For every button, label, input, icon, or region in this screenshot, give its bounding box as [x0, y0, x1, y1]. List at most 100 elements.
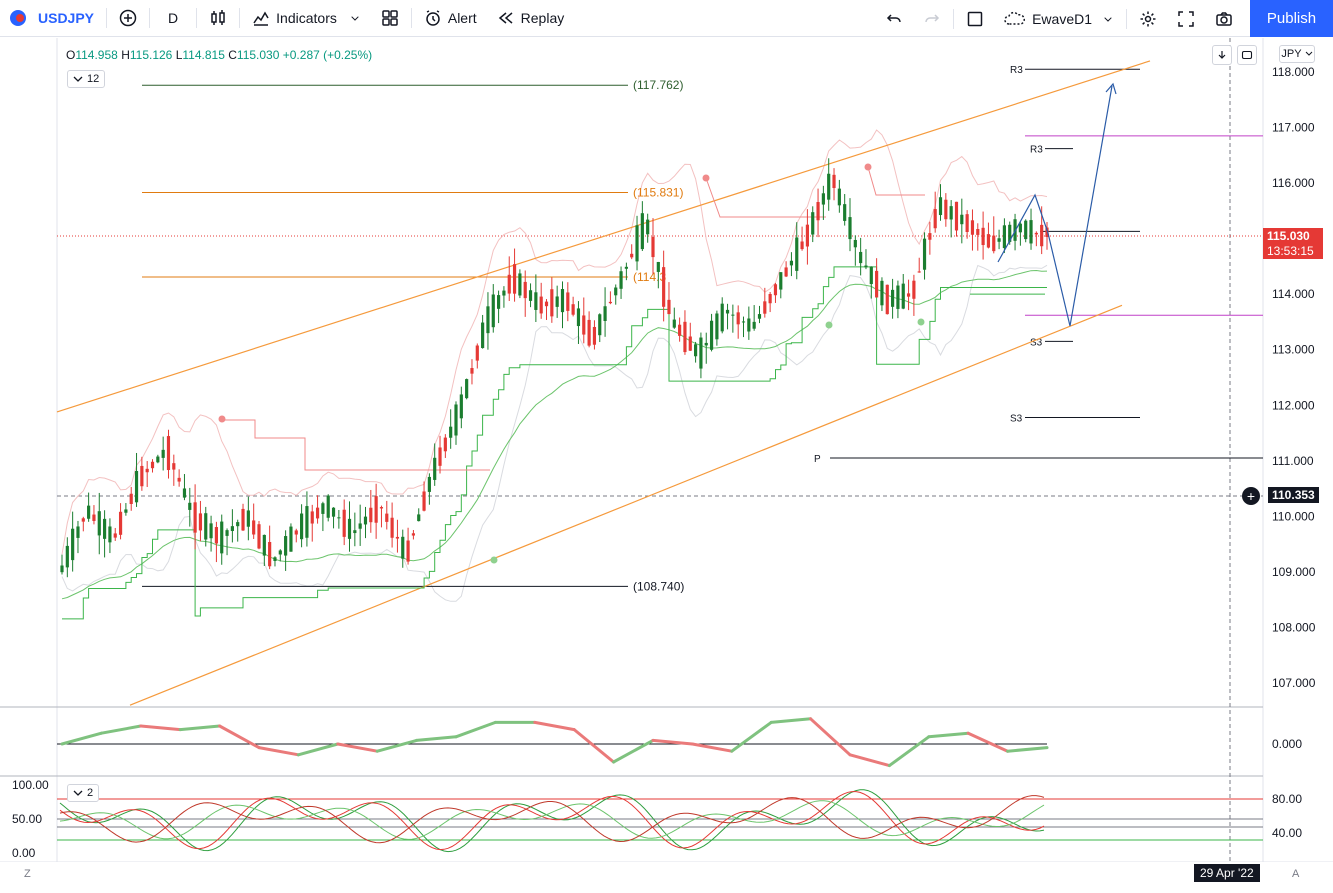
- indicators-icon: [253, 11, 269, 26]
- snapshot-button[interactable]: [1205, 0, 1243, 37]
- candle-body: [246, 510, 250, 527]
- toolbar-divider: [149, 8, 151, 28]
- fullscreen-button[interactable]: [1167, 0, 1205, 37]
- oscillator-segment: [375, 738, 419, 753]
- symbol-selector[interactable]: USDJPY: [0, 0, 104, 37]
- indicator-toggle-2[interactable]: 2: [67, 784, 100, 802]
- candle-body: [305, 506, 309, 538]
- trailing-stop-resistance: [867, 166, 925, 196]
- stochastic-left-tick: 0.00: [12, 846, 36, 860]
- price-tick-label: 114.000: [1272, 287, 1315, 301]
- candle-body: [944, 199, 948, 220]
- candle-body: [523, 281, 527, 299]
- candle-body: [715, 313, 719, 340]
- candle-body: [784, 267, 788, 277]
- candle-body: [241, 508, 245, 531]
- pivot-label: R3: [1030, 145, 1043, 156]
- candle-body: [342, 509, 346, 537]
- candle-body: [667, 299, 671, 315]
- candle-body: [859, 251, 863, 264]
- candle-body: [560, 289, 565, 313]
- pivot-label: P: [814, 454, 821, 465]
- chart-type-button[interactable]: [199, 0, 237, 37]
- chart-canvas[interactable]: (117.762) (115.831) (114.3 (108.740) R3 R3 P S3…: [0, 38, 1333, 862]
- candle-body: [773, 284, 778, 296]
- indicators-button[interactable]: Indicators: [242, 0, 371, 37]
- candle-body: [970, 220, 975, 235]
- candle-body: [422, 491, 426, 511]
- candle-body: [768, 294, 772, 304]
- refresh-button[interactable]: [1237, 45, 1257, 65]
- auto-scale-button[interactable]: A: [1292, 868, 1300, 880]
- candle-body: [747, 318, 751, 332]
- candle-body: [608, 301, 612, 304]
- indicator-2-value: 2: [87, 787, 94, 799]
- candle-body: [837, 188, 841, 206]
- open-value: 114.958: [75, 48, 118, 62]
- price-tick-label: 110.000: [1272, 509, 1315, 523]
- fullscreen-layout-button[interactable]: [956, 0, 994, 37]
- oscillator-segment: [1006, 746, 1049, 753]
- publish-button[interactable]: Publish: [1250, 0, 1333, 37]
- candle-body: [528, 290, 533, 301]
- candle-body: [427, 476, 431, 492]
- candle-body: [97, 511, 101, 536]
- candle-body: [326, 495, 330, 518]
- currency-selector[interactable]: JPY: [1279, 45, 1315, 63]
- candle-body: [614, 287, 618, 296]
- alert-button[interactable]: Alert: [414, 0, 487, 37]
- expand-icon: [1178, 10, 1194, 27]
- oscillator-segment: [178, 724, 222, 732]
- arrow-down-icon: [1218, 51, 1226, 59]
- layout-name-button[interactable]: EwaveD1: [994, 0, 1124, 37]
- candle-body: [198, 513, 203, 531]
- candle-body: [550, 289, 554, 317]
- candle-body: [576, 308, 581, 327]
- candle-body: [315, 507, 320, 519]
- replay-button[interactable]: Replay: [487, 0, 575, 37]
- chevron-down-icon: [351, 16, 359, 21]
- candle-body: [800, 241, 804, 250]
- candle-body: [518, 273, 522, 296]
- candle-body: [406, 540, 410, 562]
- price-tick-label: 112.000: [1272, 398, 1315, 412]
- close-label: C: [228, 48, 237, 62]
- pivot-label: R3: [1010, 65, 1023, 76]
- candle-body: [512, 264, 517, 294]
- indicator-toggle-1[interactable]: 12: [67, 70, 106, 88]
- indicators-label: Indicators: [276, 10, 337, 26]
- oscillator-segment: [60, 731, 103, 746]
- candle-body: [363, 516, 368, 525]
- interval-button[interactable]: D: [152, 0, 194, 37]
- low-label: L: [175, 48, 183, 62]
- candle-body: [891, 289, 895, 307]
- price-tick-label: 109.000: [1272, 565, 1316, 579]
- settings-button[interactable]: [1129, 0, 1167, 37]
- compare-symbol-button[interactable]: [109, 0, 147, 37]
- candle-body: [438, 447, 442, 466]
- add-alert-plus-icon[interactable]: +: [1242, 487, 1260, 505]
- redo-icon: [925, 13, 940, 22]
- candle-body: [555, 296, 559, 307]
- candle-body: [486, 306, 490, 334]
- timezone-z-button[interactable]: Z: [24, 868, 31, 880]
- pivot-label: S3: [1030, 337, 1043, 348]
- toolbar-right-group: EwaveD1: [875, 0, 1243, 37]
- projection-path: [997, 85, 1113, 327]
- candle-body: [140, 465, 144, 487]
- candle-body: [864, 265, 868, 268]
- templates-button[interactable]: [371, 0, 409, 37]
- candle-body: [124, 509, 128, 513]
- toolbar-divider: [239, 8, 241, 28]
- trailing-stop-resistance: [222, 419, 490, 471]
- undo-button[interactable]: [875, 0, 913, 37]
- scroll-to-bottom-button[interactable]: [1212, 45, 1232, 65]
- candle-body: [1029, 220, 1033, 244]
- candle-body: [161, 449, 165, 458]
- refresh-icon: [1241, 50, 1253, 60]
- candle-body: [92, 514, 96, 521]
- redo-button[interactable]: [913, 0, 951, 37]
- candle-body: [1024, 220, 1028, 240]
- plus-circle-icon: [119, 9, 137, 27]
- candle-body: [694, 344, 698, 357]
